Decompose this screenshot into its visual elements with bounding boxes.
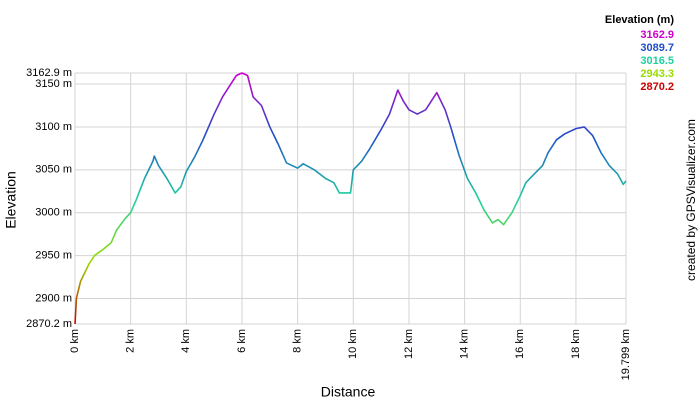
x-axis-label: Distance bbox=[321, 384, 376, 400]
legend-entry: 2870.2 bbox=[640, 81, 674, 93]
credit: created by GPSVisualizer.com bbox=[684, 119, 698, 281]
x-tick-label: 19.799 km bbox=[620, 329, 632, 380]
x-tick-label: 16 km bbox=[514, 329, 526, 359]
legend-entry: 3162.9 bbox=[640, 29, 674, 41]
y-tick-label: 2870.2 m bbox=[26, 318, 72, 330]
legend-entry: 3016.5 bbox=[640, 55, 674, 67]
elevation-line bbox=[74, 72, 627, 325]
legend-title: Elevation (m) bbox=[605, 14, 674, 26]
x-tick-label: 6 km bbox=[236, 329, 248, 353]
x-tick-label: 18 km bbox=[570, 329, 582, 359]
x-tick-label: 10 km bbox=[347, 329, 359, 359]
y-tick-label: 3162.9 m bbox=[26, 67, 72, 79]
x-tick-label: 4 km bbox=[180, 329, 192, 353]
y-tick-label: 3100 m bbox=[35, 121, 72, 133]
x-tick-label: 2 km bbox=[125, 329, 137, 353]
y-tick-label: 2950 m bbox=[35, 249, 72, 261]
x-tick-label: 12 km bbox=[403, 329, 415, 359]
legend-entry: 2943.3 bbox=[640, 68, 674, 80]
x-tick-label: 14 km bbox=[459, 329, 471, 359]
y-axis-label: Elevation bbox=[3, 171, 19, 229]
x-tick-label: 0 km bbox=[69, 329, 81, 353]
x-tick-label: 8 km bbox=[292, 329, 304, 353]
legend-entry: 3089.7 bbox=[640, 42, 674, 54]
y-tick-label: 2900 m bbox=[35, 292, 72, 304]
y-tick-label: 3050 m bbox=[35, 164, 72, 176]
y-tick-label: 3000 m bbox=[35, 207, 72, 219]
y-tick-label: 3150 m bbox=[35, 78, 72, 90]
